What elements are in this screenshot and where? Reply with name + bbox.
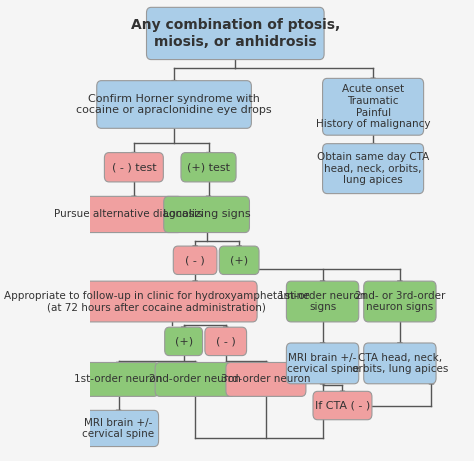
Text: 1st-order neuron: 1st-order neuron	[74, 374, 163, 384]
Text: 1st-order neuron
signs: 1st-order neuron signs	[278, 291, 367, 312]
FancyBboxPatch shape	[219, 246, 259, 274]
Text: MRI brain +/-
cervical spine: MRI brain +/- cervical spine	[286, 353, 359, 374]
FancyBboxPatch shape	[286, 281, 359, 322]
Text: If CTA ( - ): If CTA ( - )	[315, 401, 370, 411]
FancyBboxPatch shape	[364, 343, 436, 384]
Text: Acute onset
Traumatic
Painful
History of malignancy: Acute onset Traumatic Painful History of…	[316, 84, 430, 129]
FancyBboxPatch shape	[97, 81, 251, 128]
FancyBboxPatch shape	[104, 153, 164, 182]
FancyBboxPatch shape	[323, 144, 424, 194]
Text: ( - ): ( - )	[185, 255, 205, 265]
FancyBboxPatch shape	[286, 343, 359, 384]
FancyBboxPatch shape	[226, 362, 306, 396]
FancyBboxPatch shape	[74, 196, 182, 232]
Text: Obtain same day CTA
head, neck, orbits,
lung apices: Obtain same day CTA head, neck, orbits, …	[317, 152, 429, 185]
Text: (+): (+)	[174, 337, 193, 346]
Text: ( - ): ( - )	[216, 337, 236, 346]
FancyBboxPatch shape	[181, 153, 236, 182]
FancyBboxPatch shape	[205, 327, 246, 355]
Text: 2nd- or 3rd-order
neuron signs: 2nd- or 3rd-order neuron signs	[355, 291, 445, 312]
Text: Appropriate to follow-up in clinic for hydroxyamphetamine
(at 72 hours after coc: Appropriate to follow-up in clinic for h…	[4, 291, 310, 312]
FancyBboxPatch shape	[364, 281, 436, 322]
FancyBboxPatch shape	[79, 362, 159, 396]
FancyBboxPatch shape	[173, 246, 217, 274]
Text: CTA head, neck,
orbits, lung apices: CTA head, neck, orbits, lung apices	[352, 353, 448, 374]
Text: Localizing signs: Localizing signs	[163, 209, 250, 219]
FancyBboxPatch shape	[164, 196, 249, 232]
FancyBboxPatch shape	[146, 7, 324, 59]
Text: ( - ) test: ( - ) test	[111, 162, 156, 172]
Text: Confirm Horner syndrome with
cocaine or apraclonidine eye drops: Confirm Horner syndrome with cocaine or …	[76, 94, 272, 115]
FancyBboxPatch shape	[313, 391, 372, 420]
FancyBboxPatch shape	[79, 410, 159, 447]
FancyBboxPatch shape	[56, 281, 257, 322]
FancyBboxPatch shape	[155, 362, 235, 396]
Text: (+) test: (+) test	[187, 162, 230, 172]
Text: 2nd-order neuron: 2nd-order neuron	[149, 374, 241, 384]
Text: MRI brain +/-
cervical spine: MRI brain +/- cervical spine	[82, 418, 155, 439]
Text: (+): (+)	[230, 255, 248, 265]
FancyBboxPatch shape	[323, 78, 424, 135]
Text: Any combination of ptosis,
miosis, or anhidrosis: Any combination of ptosis, miosis, or an…	[131, 18, 340, 48]
Text: Pursue alternative diagnosis: Pursue alternative diagnosis	[54, 209, 202, 219]
Text: 3rd-order neuron: 3rd-order neuron	[221, 374, 310, 384]
FancyBboxPatch shape	[164, 327, 202, 355]
